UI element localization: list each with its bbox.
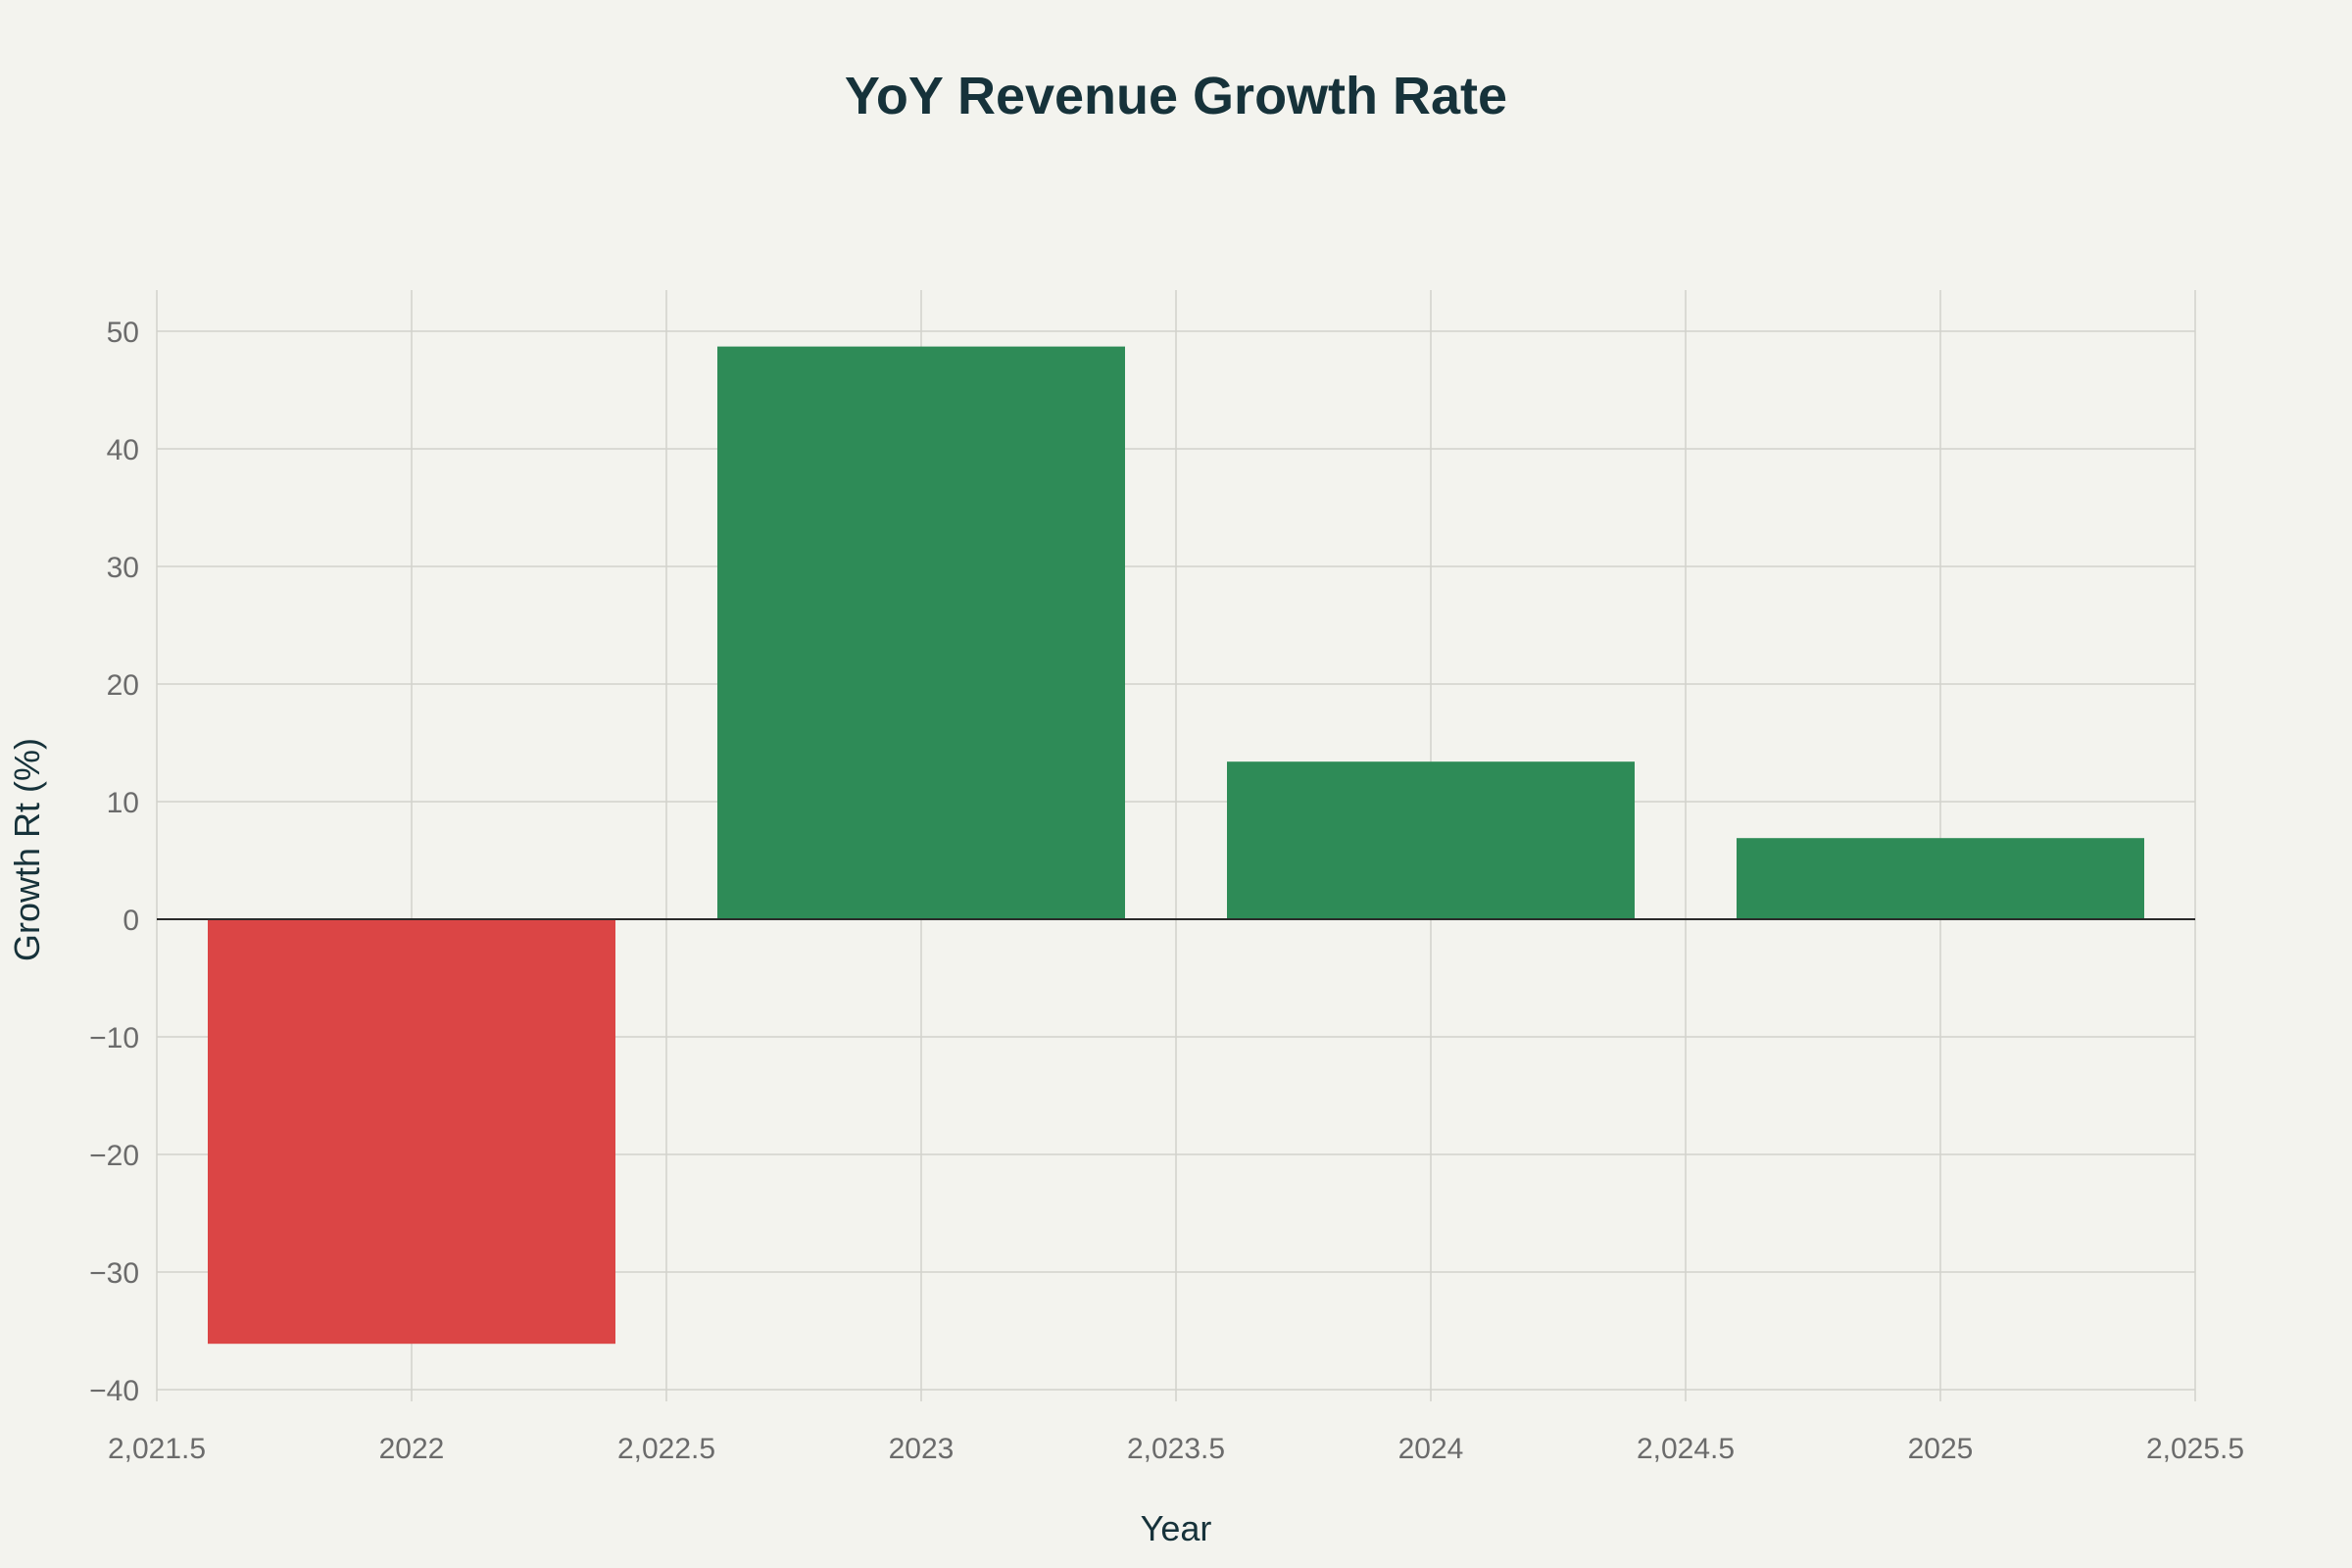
bar-2023 xyxy=(717,346,1125,920)
y-tick-label: −30 xyxy=(89,1257,139,1290)
x-tick-label: 2,022.5 xyxy=(617,1433,715,1465)
y-tick-label: 50 xyxy=(107,317,139,349)
y-axis-ticks: −40 −30 −20 −10 0 10 20 30 40 50 xyxy=(89,317,139,1407)
bar-2025 xyxy=(1737,838,2144,919)
y-tick-label: 10 xyxy=(107,787,139,819)
x-tick-label: 2,024.5 xyxy=(1637,1433,1735,1465)
chart-title: YoY Revenue Growth Rate xyxy=(845,67,1507,125)
x-tick-label: 2023 xyxy=(889,1433,955,1465)
bar-2024 xyxy=(1227,761,1635,919)
x-axis-ticks: 2,021.5 2022 2,022.5 2023 2,023.5 2024 2,024.5… xyxy=(108,1433,2244,1465)
bar-2022 xyxy=(208,919,615,1345)
x-tick-label: 2025 xyxy=(1908,1433,1974,1465)
y-tick-label: 20 xyxy=(107,669,139,702)
y-tick-label: 40 xyxy=(107,434,139,466)
x-tick-label: 2,021.5 xyxy=(108,1433,206,1465)
y-tick-label: 0 xyxy=(122,905,139,937)
y-tick-label: −10 xyxy=(89,1022,139,1054)
bars-layer xyxy=(208,346,2144,1345)
x-tick-label: 2,023.5 xyxy=(1127,1433,1225,1465)
y-tick-label: −40 xyxy=(89,1375,139,1407)
y-tick-label: −20 xyxy=(89,1140,139,1172)
y-axis-title: Growth Rt (%) xyxy=(7,738,47,961)
x-tick-label: 2024 xyxy=(1398,1433,1464,1465)
y-tick-label: 30 xyxy=(107,552,139,584)
x-tick-label: 2,025.5 xyxy=(2146,1433,2244,1465)
x-axis-title: Year xyxy=(1141,1508,1212,1548)
x-tick-label: 2022 xyxy=(379,1433,445,1465)
